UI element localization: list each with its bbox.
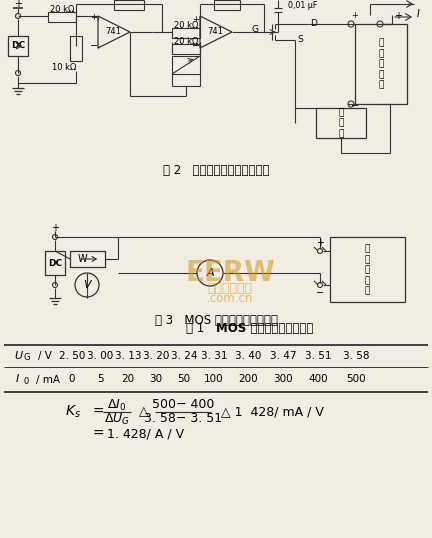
Text: △: △ [139,406,149,419]
Text: W: W [77,254,87,264]
Text: 图 2   恒流型电子负载电原理图: 图 2 恒流型电子负载电原理图 [163,164,269,176]
Text: +: + [394,11,402,21]
Text: 3. 51: 3. 51 [305,351,331,361]
Text: 被
测
电
压
源: 被 测 电 压 源 [378,39,384,89]
Text: 5: 5 [97,374,103,385]
Text: +: + [352,11,359,20]
Bar [172,44,200,54]
Text: 20 kΩ: 20 kΩ [117,0,141,3]
Text: 3. 40: 3. 40 [235,351,261,361]
Text: .com.cn: .com.cn [207,292,253,305]
Text: 3. 00: 3. 00 [87,351,113,361]
Bar [70,36,82,61]
Text: D: D [311,18,318,27]
Text: 200: 200 [238,374,258,385]
Text: DC: DC [11,41,25,51]
Text: G: G [251,25,258,33]
Text: 3. 58: 3. 58 [343,351,369,361]
Text: 被
测
电
压
源: 被 测 电 压 源 [364,245,370,295]
Text: 741: 741 [207,27,223,37]
Bar [316,108,366,138]
Text: −: − [192,41,200,51]
Bar [45,251,65,275]
Text: 传
感
器: 传 感 器 [338,108,344,138]
Text: / V: / V [38,351,52,361]
Text: 3. 31: 3. 31 [201,351,227,361]
Text: G: G [24,353,31,363]
Text: A: A [206,268,214,278]
Text: $K_s$: $K_s$ [65,404,81,420]
Bar [48,12,76,22]
Text: 0,01 µF: 0,01 µF [288,2,318,11]
Bar [214,0,240,10]
Text: 3. 47: 3. 47 [270,351,296,361]
Text: I: I [416,9,419,19]
Text: 3. 13: 3. 13 [115,351,141,361]
Text: −: − [90,41,98,51]
Text: V: V [83,280,91,290]
Text: +: + [91,13,98,23]
Text: 741: 741 [105,27,121,37]
Text: EERW: EERW [185,259,275,287]
Bar [70,251,105,267]
Text: 2. 50: 2. 50 [59,351,85,361]
Bar [355,24,407,104]
Text: 电子产品世界: 电子产品世界 [207,281,252,294]
Text: −: − [351,101,359,111]
Text: 表 1: 表 1 [187,322,216,335]
Bar [172,56,200,74]
Bar [330,237,405,302]
Text: 100: 100 [204,374,224,385]
Text: MOS 管放大系数实验数据: MOS 管放大系数实验数据 [216,322,313,335]
Text: 0: 0 [69,374,75,385]
Text: $\Delta U_G$: $\Delta U_G$ [104,412,130,427]
Text: 3. 24: 3. 24 [171,351,197,361]
Text: 0: 0 [23,377,28,386]
Text: DC: DC [48,258,62,267]
Text: 3. 20: 3. 20 [143,351,169,361]
Text: 20: 20 [121,374,134,385]
Text: 30: 30 [149,374,162,385]
Text: 20 kΩ: 20 kΩ [174,38,198,46]
Text: +: + [14,0,22,9]
Text: 300: 300 [273,374,293,385]
Bar [8,36,28,56]
Text: 500− 400: 500− 400 [152,399,214,412]
Text: I: I [16,374,19,385]
Text: =: = [93,405,105,419]
Text: 1. 428/ A / V: 1. 428/ A / V [107,428,184,441]
Text: 20 kΩ: 20 kΩ [50,5,74,15]
Text: +: + [193,16,200,25]
Bar [114,0,144,10]
Text: / mA: / mA [36,374,60,385]
Text: 51 kΩ: 51 kΩ [215,0,239,3]
Text: −: − [316,288,324,298]
Text: U: U [14,351,22,361]
Text: △ 1  428/ mA / V: △ 1 428/ mA / V [221,406,324,419]
Text: =: = [93,427,105,441]
Text: 20 kΩ: 20 kΩ [174,22,198,31]
Text: 3. 58− 3. 51: 3. 58− 3. 51 [144,413,222,426]
Text: 图 3   MOS 管放大系数测试电路: 图 3 MOS 管放大系数测试电路 [155,315,277,328]
Text: S: S [297,34,303,44]
Bar [172,28,200,38]
Text: 500: 500 [346,374,366,385]
Text: +: + [316,238,324,248]
Text: 10 kΩ: 10 kΩ [52,63,76,73]
Text: $\Delta I_0$: $\Delta I_0$ [108,398,127,413]
Text: 400: 400 [308,374,328,385]
Text: 50: 50 [178,374,191,385]
Text: +: + [51,223,59,233]
